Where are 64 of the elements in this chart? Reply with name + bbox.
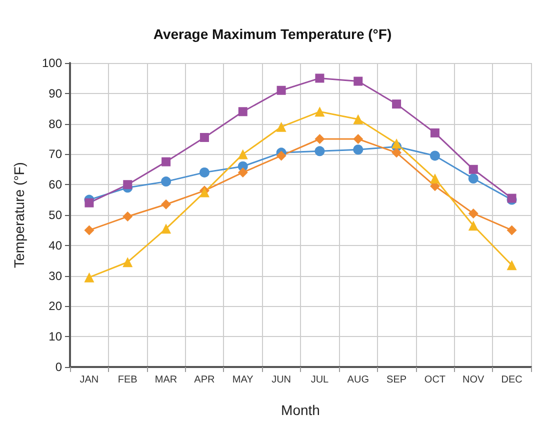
y-tick-label: 40: [48, 238, 62, 252]
point: [122, 212, 133, 222]
x-tick-label: APR: [194, 374, 215, 386]
y-tick-label: 20: [48, 299, 62, 314]
point: [354, 76, 363, 86]
y-tick-label: 30: [48, 268, 62, 283]
point: [122, 257, 133, 268]
y-tick-label: 70: [48, 147, 62, 162]
point: [314, 146, 325, 156]
x-tick-label: OCT: [424, 374, 446, 386]
point: [353, 144, 364, 155]
point: [238, 167, 248, 178]
point: [84, 198, 94, 208]
point: [430, 150, 440, 161]
y-tick-label: 60: [48, 178, 62, 192]
y-tick-label: 80: [48, 116, 62, 131]
chart-title: Average Maximum Temperature (°F): [153, 26, 392, 42]
y-tick-label: 0: [55, 360, 62, 374]
point: [506, 225, 517, 236]
point: [276, 122, 286, 132]
point: [84, 272, 94, 282]
x-tick-label: SEP: [386, 374, 407, 386]
point: [84, 225, 94, 236]
x-tick-label: MAY: [232, 374, 254, 386]
x-tick-label: JUN: [272, 374, 292, 386]
y-tick-label: 90: [48, 86, 62, 100]
point: [468, 174, 478, 184]
y-axis-title: Temperature (°F): [11, 162, 27, 268]
point: [199, 167, 210, 178]
x-tick-label: JUL: [310, 374, 330, 386]
y-tick-label: 10: [48, 330, 62, 344]
point: [161, 199, 172, 210]
point: [353, 114, 364, 124]
point: [314, 134, 325, 144]
x-tick-label: MAR: [154, 374, 178, 386]
x-axis-title: Month: [281, 402, 320, 418]
point: [161, 176, 172, 187]
point: [468, 164, 478, 174]
point: [238, 149, 248, 160]
x-tick-label: AUG: [347, 374, 370, 386]
point: [276, 86, 286, 95]
point: [353, 134, 364, 144]
point: [161, 224, 172, 234]
point: [430, 128, 440, 138]
point: [506, 260, 517, 270]
x-tick-label: FEB: [118, 374, 138, 386]
point: [392, 100, 402, 109]
y-tick-label: 100: [42, 56, 62, 70]
point: [430, 174, 440, 184]
point: [123, 180, 132, 190]
point: [200, 132, 209, 142]
point: [315, 74, 324, 83]
point: [468, 220, 478, 231]
point: [392, 138, 402, 149]
x-tick-label: DEC: [501, 374, 522, 386]
point: [392, 148, 402, 158]
x-tick-label: NOV: [462, 374, 485, 386]
point: [162, 157, 171, 166]
x-tick-label: JAN: [80, 374, 99, 386]
point: [468, 208, 478, 218]
point: [276, 150, 286, 161]
point: [238, 107, 248, 116]
point: [314, 106, 325, 117]
y-tick-label: 50: [48, 208, 62, 222]
